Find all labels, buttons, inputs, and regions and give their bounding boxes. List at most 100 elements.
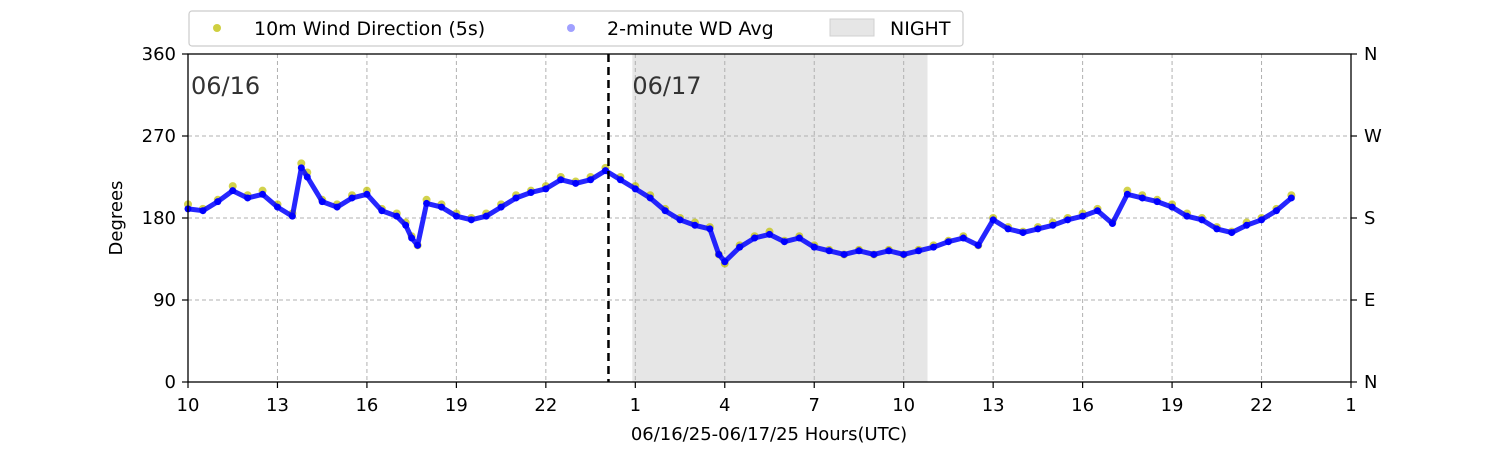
wd-avg-point [1258, 216, 1266, 224]
y-tick-label: 0 [165, 372, 176, 393]
x-tick-label: 13 [266, 395, 289, 416]
wd-avg-point [402, 221, 410, 229]
wd-avg-point [363, 190, 371, 198]
wd-avg-point [1123, 190, 1131, 198]
wd-avg-point [229, 187, 237, 195]
wd-avg-point [944, 238, 952, 246]
legend-marker-wd-avg [567, 24, 575, 32]
x-tick-label: 1 [1345, 395, 1356, 416]
wd-avg-point [423, 199, 431, 207]
wd-avg-point [1153, 198, 1161, 206]
compass-tick-label: W [1364, 126, 1382, 147]
wd-avg-point [1079, 212, 1087, 220]
wd-avg-point [378, 207, 386, 215]
wd-avg-point [572, 179, 580, 187]
wd-avg-point [1287, 194, 1295, 202]
wd-avg-point [915, 247, 923, 255]
y-tick-label: 90 [153, 290, 176, 311]
wd-avg-point [259, 190, 267, 198]
wd-avg-point [780, 238, 788, 246]
wd-avg-point [959, 234, 967, 242]
legend-label-wd-avg: 2-minute WD Avg [607, 18, 774, 40]
wd-avg-point [1272, 207, 1280, 215]
legend-label-wind-direction: 10m Wind Direction (5s) [254, 18, 485, 40]
wd-avg-point [1034, 225, 1042, 233]
wd-avg-point [273, 203, 281, 211]
x-tick-label: 10 [892, 395, 915, 416]
compass-tick-label: N [1364, 44, 1377, 65]
date-label: 06/17 [632, 72, 701, 100]
wd-avg-point [706, 225, 714, 233]
wd-avg-point [736, 243, 744, 251]
wd-avg-point [1168, 203, 1176, 211]
wd-avg-point [437, 203, 445, 211]
wd-avg-point [512, 194, 520, 202]
wd-avg-point [1004, 225, 1012, 233]
wd-avg-point [631, 185, 639, 193]
wd-avg-point [766, 230, 773, 238]
x-tick-label: 19 [445, 395, 468, 416]
wd-avg-point [715, 250, 723, 258]
legend-marker-wind-direction [213, 24, 221, 32]
wd-avg-point [1213, 225, 1221, 233]
x-tick-label: 4 [719, 395, 730, 416]
wd-avg-point [1049, 221, 1057, 229]
x-tick-label: 10 [177, 395, 200, 416]
wd-avg-point [467, 216, 475, 224]
wd-avg-point [333, 203, 341, 211]
wd-avg-point [199, 207, 207, 215]
compass-tick-label: E [1364, 290, 1375, 311]
y-tick-label: 180 [142, 208, 176, 229]
wd-avg-point [288, 212, 296, 220]
wd-avg-point [974, 241, 982, 249]
legend-label-night: NIGHT [890, 18, 951, 40]
x-tick-label: 7 [809, 395, 820, 416]
wd-avg-point [452, 212, 460, 220]
wd-avg-point [587, 176, 595, 184]
wd-avg-point [297, 164, 305, 172]
wd-avg-point [676, 216, 684, 224]
x-tick-label: 19 [1161, 395, 1184, 416]
wd-avg-point [1198, 216, 1206, 224]
wd-avg-point [408, 234, 416, 242]
wd-avg-point [1138, 194, 1146, 202]
wd-avg-point [840, 250, 848, 258]
x-axis-label: 06/16/25-06/17/25 Hours(UTC) [631, 424, 907, 445]
wd-avg-point [885, 247, 893, 255]
compass-tick-label: N [1364, 372, 1377, 393]
y-axis-label: Degrees [106, 181, 127, 256]
wd-avg-point [691, 221, 699, 229]
wd-avg-point [930, 243, 938, 251]
x-tick-label: 22 [1250, 395, 1273, 416]
wd-avg-point [303, 173, 311, 181]
compass-tick-label: S [1364, 208, 1375, 229]
wd-avg-point [497, 203, 505, 211]
wd-avg-point [482, 212, 490, 220]
legend: 10m Wind Direction (5s) 2-minute WD Avg NI… [188, 10, 964, 47]
wd-avg-point [751, 234, 759, 242]
wd-avg-point [527, 188, 535, 196]
legend-marker-night [829, 18, 875, 37]
wd-avg-point [795, 234, 803, 242]
wd-avg-point [989, 216, 997, 224]
wd-avg-point [348, 194, 356, 202]
wd-avg-point [1243, 221, 1251, 229]
wd-avg-point [393, 212, 401, 220]
frame-layer [182, 53, 1357, 388]
x-tick-label: 13 [982, 395, 1005, 416]
wd-avg-point [318, 198, 326, 206]
data-layer [184, 54, 1296, 382]
wd-avg-point [1064, 216, 1072, 224]
wd-avg-point [1228, 229, 1236, 237]
wd-avg-point [661, 207, 669, 215]
date-label: 06/16 [191, 72, 260, 100]
text-layer: Degrees 06/16/25-06/17/25 Hours(UTC) 10 1… [106, 44, 1382, 445]
wd-avg-point [855, 247, 863, 255]
wd-avg-point [721, 258, 729, 266]
x-tick-label: 16 [1071, 395, 1094, 416]
x-tick-label: 22 [534, 395, 557, 416]
x-tick-label: 16 [355, 395, 378, 416]
wd-avg-point [1094, 207, 1102, 215]
wd-avg-point [557, 176, 565, 184]
